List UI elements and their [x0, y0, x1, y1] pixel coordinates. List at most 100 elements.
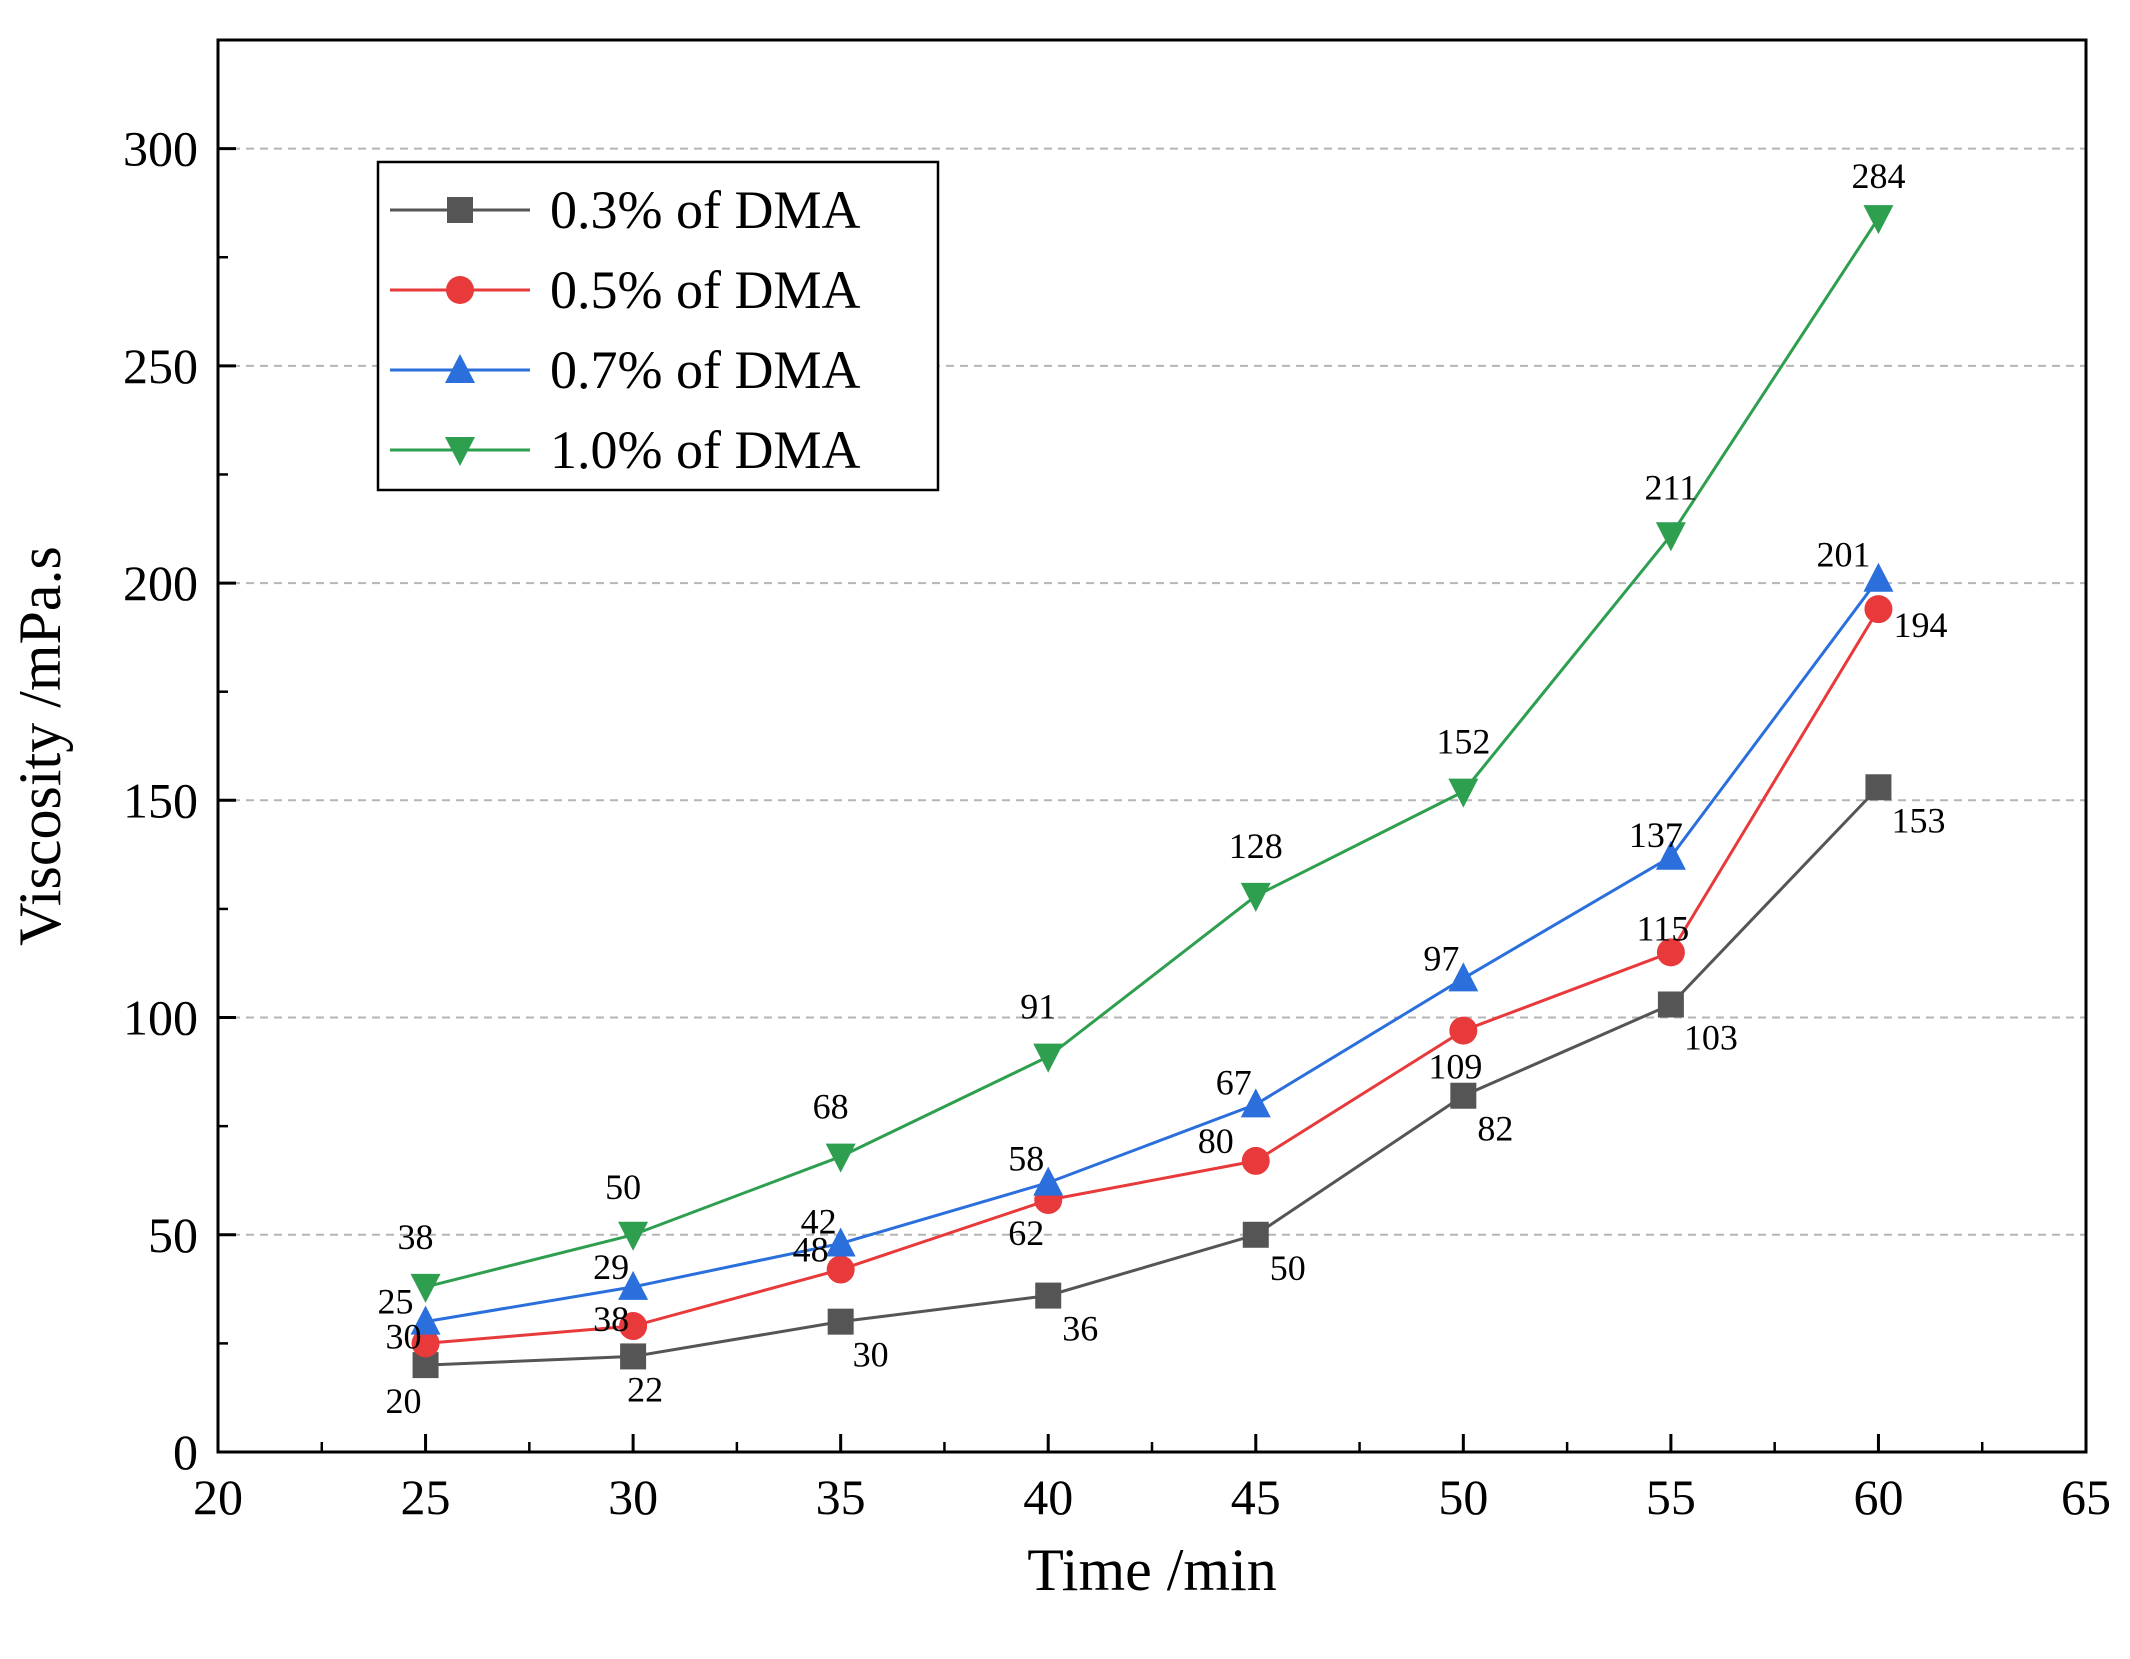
y-axis: 0 50 100 150 200 250 300: [123, 121, 236, 1480]
data-label: 128: [1229, 826, 1283, 866]
x-tick-label: 30: [608, 1469, 658, 1525]
series-line: [425, 577, 1880, 1324]
data-label: 30: [386, 1316, 422, 1356]
series-3: [410, 562, 1894, 1335]
data-label: 20: [386, 1381, 422, 1421]
y-tick-label: 0: [173, 1424, 198, 1480]
x-tick-label: 25: [401, 1469, 451, 1525]
series-line: [425, 217, 1880, 1289]
data-point: [1448, 778, 1479, 808]
series-line: [425, 786, 1880, 1367]
data-label: 29: [593, 1247, 629, 1287]
series-2: [411, 595, 1893, 1358]
data-point: [620, 1343, 647, 1370]
data-point: [1655, 840, 1686, 870]
y-axis-title: Viscosity /mPa.s: [7, 546, 73, 946]
data-label: 62: [1008, 1213, 1044, 1253]
data-point: [1655, 522, 1686, 552]
y-tick-label: 300: [123, 121, 198, 177]
x-tick-label: 45: [1231, 1469, 1281, 1525]
data-point: [1033, 1166, 1064, 1196]
y-tick-label: 200: [123, 555, 198, 611]
data-point: [1242, 1221, 1269, 1248]
data-label: 284: [1851, 156, 1905, 196]
data-label: 38: [398, 1217, 434, 1257]
data-label: 50: [1270, 1248, 1306, 1288]
x-tick-label: 50: [1438, 1469, 1488, 1525]
data-point: [1865, 774, 1892, 801]
data-label: 82: [1477, 1109, 1513, 1149]
legend-marker: [445, 437, 475, 466]
legend-entry-3: 0.7% of DMA: [390, 340, 860, 400]
data-point: [1657, 991, 1684, 1018]
y-tick-label: 50: [148, 1207, 198, 1263]
data-point: [825, 1143, 856, 1173]
data-label: 201: [1816, 535, 1870, 575]
data-point: [825, 1227, 856, 1257]
data-point: [1240, 882, 1271, 912]
data-point: [1240, 1088, 1271, 1118]
data-label: 22: [627, 1369, 663, 1409]
data-label: 67: [1216, 1062, 1252, 1102]
legend-entry-1: 0.3% of DMA: [390, 180, 860, 240]
data-point: [826, 1255, 855, 1284]
legend-marker: [447, 197, 473, 223]
data-label: 58: [1008, 1139, 1044, 1179]
data-label: 137: [1629, 815, 1683, 855]
legend-entry-2: 0.5% of DMA: [390, 260, 860, 320]
data-label: 38: [593, 1299, 629, 1339]
data-labels: 20 22 30 36 50 82 103 153 30 38 48 62 80 109 115 194 25 2…: [378, 156, 1948, 1421]
data-point: [1033, 1043, 1064, 1073]
data-label: 36: [1062, 1309, 1098, 1349]
data-label: 50: [605, 1167, 641, 1207]
data-label: 194: [1893, 605, 1947, 645]
data-point: [619, 1312, 648, 1341]
data-label: 211: [1645, 467, 1698, 507]
grid-lines: [218, 147, 2086, 1236]
data-point: [1241, 1146, 1270, 1175]
series-layer: [410, 205, 1894, 1379]
data-point: [618, 1270, 649, 1300]
data-label: 109: [1428, 1047, 1482, 1087]
data-point: [411, 1329, 440, 1358]
legend-label: 0.5% of DMA: [550, 260, 860, 320]
legend-entry-4: 1.0% of DMA: [390, 420, 860, 480]
series-line: [425, 608, 1880, 1345]
legend-marker: [445, 354, 475, 383]
x-tick-label: 35: [816, 1469, 866, 1525]
data-label: 48: [793, 1230, 829, 1270]
y-tick-label: 250: [123, 338, 198, 394]
data-point: [410, 1273, 441, 1303]
data-label: 91: [1020, 987, 1056, 1027]
legend: 0.3% of DMA 0.5% of DMA 0.7% of DMA 1.0% of…: [376, 160, 940, 492]
legend-label: 1.0% of DMA: [550, 420, 860, 480]
data-label: 152: [1436, 722, 1490, 762]
data-point: [1863, 562, 1894, 592]
series-4: [410, 205, 1894, 1303]
data-point: [1449, 1016, 1478, 1045]
data-point: [1863, 205, 1894, 235]
data-point: [1035, 1282, 1062, 1309]
legend-box: [376, 160, 940, 492]
data-label: 68: [813, 1087, 849, 1127]
x-tick-label: 40: [1023, 1469, 1073, 1525]
legend-marker: [446, 276, 474, 304]
y-tick-label: 150: [123, 772, 198, 828]
data-point: [1450, 1082, 1477, 1109]
data-point: [1656, 938, 1685, 967]
legend-label: 0.7% of DMA: [550, 340, 860, 400]
legend-label: 0.3% of DMA: [550, 180, 860, 240]
data-point: [1448, 962, 1479, 992]
data-label: 97: [1423, 938, 1459, 978]
x-tick-label: 20: [193, 1469, 243, 1525]
y-tick-label: 100: [123, 990, 198, 1046]
data-label: 153: [1891, 800, 1945, 840]
data-label: 42: [801, 1201, 837, 1241]
series-1: [412, 774, 1892, 1379]
x-tick-label: 65: [2061, 1469, 2111, 1525]
data-label: 30: [853, 1335, 889, 1375]
data-point: [827, 1308, 854, 1335]
x-tick-label: 60: [1853, 1469, 1903, 1525]
data-point: [410, 1305, 441, 1335]
